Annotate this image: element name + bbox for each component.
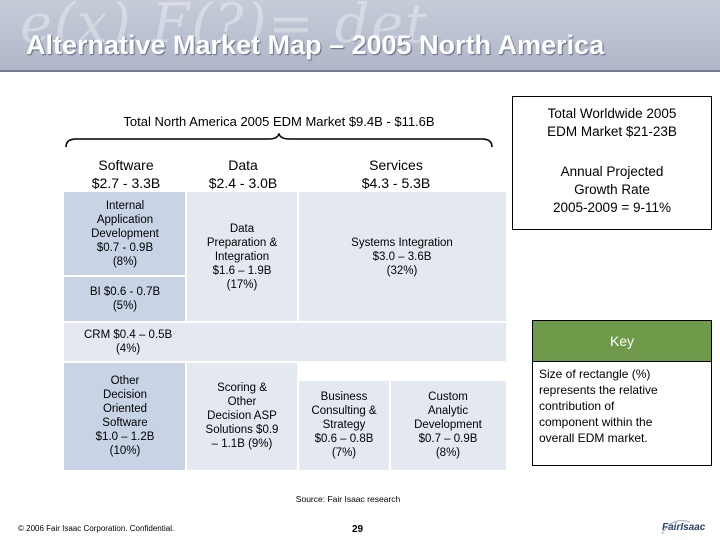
block-bi: BI $0.6 - 0.7B (5%)	[64, 276, 186, 322]
page-number: 29	[352, 524, 364, 535]
column-software: Software $2.7 - 3.3B	[64, 156, 188, 192]
block-custom-analytic: Custom Analytic Development $0.7 – 0.9B …	[390, 380, 506, 470]
total-market-label: Total North America 2005 EDM Market $9.4…	[123, 114, 435, 129]
copyright: © 2006 Fair Isaac Corporation. Confident…	[18, 524, 175, 533]
block-other-decision-software: Other Decision Oriented Software $1.0 – …	[64, 362, 186, 470]
worldwide-market-box: Total Worldwide 2005 EDM Market $21-23B …	[512, 96, 712, 230]
header-formula-watermark: e(x) F(?)= det	[20, 0, 429, 55]
logo-text: FairIsaac	[662, 522, 706, 533]
block-data-preparation: Data Preparation & Integration $1.6 – 1.…	[186, 192, 298, 322]
column-data-range: $2.4 - 3.0B	[208, 175, 278, 191]
block-business-consulting: Business Consulting & Strategy $0.6 – 0.…	[298, 380, 390, 470]
source-note: Source: Fair Isaac research	[295, 494, 401, 504]
separator	[185, 362, 187, 470]
slide-title: Alternative Market Map – 2005 North Amer…	[26, 30, 605, 60]
total-brace	[65, 133, 493, 148]
block-internal-app-dev: Internal Application Development $0.7 - …	[64, 192, 186, 276]
column-software-range: $2.7 - 3.3B	[91, 175, 161, 191]
worldwide-line-1: Total Worldwide 2005	[547, 106, 677, 121]
separator	[297, 362, 299, 470]
separator	[298, 379, 506, 381]
slide-header: e(x) F(?)= det Alternative Market Map – …	[0, 0, 720, 72]
key-box: Key Size of rectangle (%) represents the…	[532, 320, 712, 466]
column-services-range: $4.3 - 5.3B	[361, 175, 431, 191]
growth-line-1: Annual Projected	[560, 164, 664, 179]
header-divider	[0, 70, 720, 72]
column-software-name: Software	[98, 157, 154, 173]
column-data: Data $2.4 - 3.0B	[186, 156, 300, 192]
separator	[64, 275, 186, 277]
separator	[297, 192, 299, 322]
market-map: Internal Application Development $0.7 - …	[64, 192, 506, 470]
block-systems-integration: Systems Integration $3.0 – 3.6B (32%)	[298, 192, 506, 322]
separator	[389, 380, 391, 470]
separator	[185, 192, 187, 322]
growth-line-2: Growth Rate	[574, 182, 650, 197]
logo-swoosh-icon	[661, 519, 691, 535]
worldwide-line-2: EDM Market $21-23B	[547, 124, 677, 139]
column-services: Services $4.3 - 5.3B	[298, 156, 494, 192]
column-data-name: Data	[228, 157, 258, 173]
separator	[64, 321, 506, 323]
key-title: Key	[533, 321, 711, 362]
block-crm: CRM $0.4 – 0.5B (4%)	[64, 322, 506, 362]
fairisaac-logo: FairIsaac	[660, 518, 716, 536]
block-scoring-asp: Scoring & Other Decision ASP Solutions $…	[186, 362, 298, 470]
separator	[64, 361, 506, 363]
growth-line-3: 2005-2009 = 9-11%	[553, 200, 671, 215]
column-services-name: Services	[369, 157, 423, 173]
key-description: Size of rectangle (%) represents the rel…	[539, 367, 658, 445]
